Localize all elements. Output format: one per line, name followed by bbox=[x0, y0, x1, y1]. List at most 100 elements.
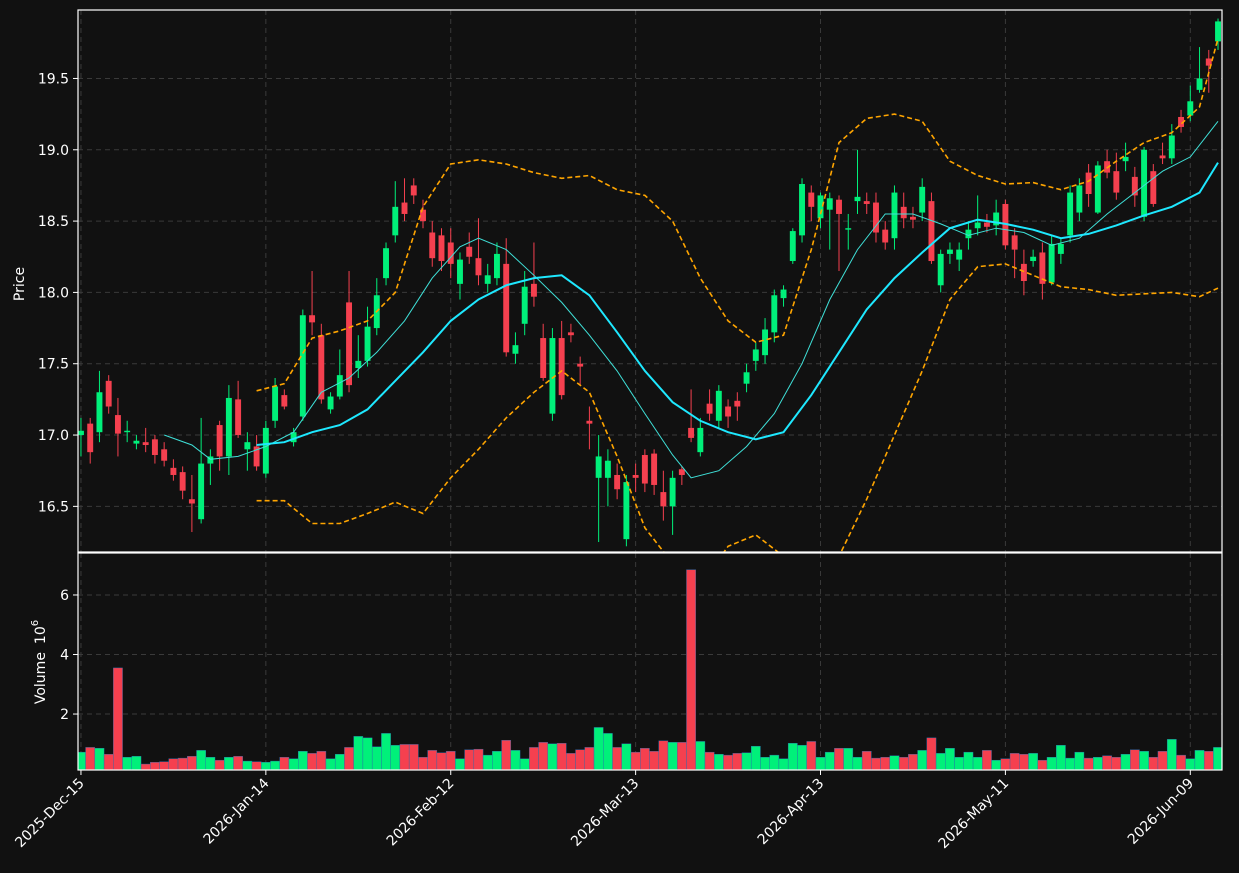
candle-body bbox=[1057, 243, 1064, 254]
volume-bar bbox=[371, 746, 382, 770]
candle-body bbox=[392, 206, 399, 236]
volume-bar bbox=[1176, 754, 1186, 770]
volume-bar bbox=[834, 748, 844, 770]
y-tick-label: 16.5 bbox=[38, 499, 69, 515]
volume-bar bbox=[131, 756, 142, 770]
volume-bar bbox=[1046, 757, 1057, 770]
candle-body bbox=[567, 332, 574, 336]
volume-bar bbox=[1148, 757, 1159, 770]
volume-bar bbox=[1056, 745, 1066, 770]
volume-bar bbox=[1185, 758, 1196, 770]
volume-bar bbox=[972, 757, 983, 770]
candle-body bbox=[1150, 171, 1157, 204]
volume-bar bbox=[566, 753, 576, 770]
y-tick-label: 19.0 bbox=[38, 143, 69, 159]
candle-body bbox=[290, 432, 297, 443]
candle-body bbox=[1039, 252, 1046, 284]
candle-body bbox=[346, 302, 353, 386]
candle-body bbox=[549, 338, 556, 414]
candle-body bbox=[244, 442, 251, 450]
volume-bar bbox=[1139, 751, 1149, 770]
candle-body bbox=[1048, 243, 1055, 283]
candle-body bbox=[1168, 135, 1175, 159]
volume-bar bbox=[418, 757, 428, 770]
volume-bar bbox=[1203, 751, 1214, 770]
volume-bar bbox=[658, 740, 669, 770]
candle-body bbox=[484, 275, 491, 284]
volume-bar bbox=[362, 737, 373, 770]
candle-body bbox=[299, 315, 306, 417]
price-frame bbox=[77, 9, 1223, 553]
candle-body bbox=[863, 201, 870, 204]
volume-bar bbox=[815, 757, 826, 770]
candle-body bbox=[457, 259, 463, 284]
candle-body bbox=[734, 400, 741, 407]
volume-bar bbox=[945, 748, 955, 770]
volume-bar bbox=[732, 753, 743, 770]
volume-bar bbox=[686, 569, 696, 770]
volume-bar bbox=[288, 758, 299, 770]
volume-bar bbox=[1074, 751, 1085, 770]
candle-body bbox=[124, 430, 131, 433]
candle-body bbox=[882, 229, 889, 243]
candle-body bbox=[826, 198, 833, 210]
overlay-line bbox=[256, 263, 1219, 552]
candle-body bbox=[1011, 235, 1018, 250]
candle-body bbox=[198, 463, 205, 520]
volume-bar bbox=[640, 748, 650, 770]
candle-body bbox=[420, 209, 426, 222]
volume-bar bbox=[473, 748, 484, 770]
candle-body bbox=[669, 477, 676, 507]
volume-bar bbox=[584, 747, 595, 770]
volume-bar bbox=[1000, 758, 1011, 770]
volume-bar bbox=[797, 745, 807, 770]
volume-bar bbox=[667, 742, 678, 770]
candle-body bbox=[429, 232, 436, 259]
volume-bar bbox=[85, 747, 96, 770]
candle-body bbox=[1215, 21, 1221, 42]
y-tick-label: 6 bbox=[60, 588, 69, 604]
candle-body bbox=[1159, 155, 1166, 159]
candle-body bbox=[586, 420, 593, 424]
volume-bar bbox=[140, 763, 151, 770]
volume-bar bbox=[852, 757, 863, 770]
candle-body bbox=[836, 199, 842, 214]
candle-body bbox=[910, 216, 916, 220]
candle-body bbox=[697, 427, 704, 453]
candle-body bbox=[789, 231, 796, 262]
candle-body bbox=[105, 380, 112, 407]
volume-scale-base: 10 bbox=[33, 626, 49, 644]
volume-bar bbox=[261, 762, 271, 770]
volume-bar bbox=[806, 741, 817, 770]
candle-body bbox=[133, 440, 140, 444]
candle-body bbox=[235, 399, 242, 436]
volume-bar bbox=[926, 737, 937, 770]
volume-bar bbox=[982, 750, 992, 770]
volume-bar bbox=[251, 761, 262, 770]
candle-body bbox=[161, 449, 168, 461]
candle-body bbox=[188, 499, 195, 504]
volume-bar bbox=[298, 751, 308, 770]
volume-bar bbox=[621, 743, 632, 770]
volume-bar bbox=[908, 754, 918, 770]
volume-bar bbox=[760, 757, 770, 770]
volume-bar bbox=[205, 757, 216, 770]
volume-bar bbox=[750, 745, 761, 770]
volume-bar bbox=[529, 747, 539, 770]
candle-body bbox=[216, 425, 223, 457]
grid bbox=[78, 10, 1222, 770]
volume-bar bbox=[168, 758, 179, 770]
volume-bar bbox=[889, 755, 900, 770]
candle-body bbox=[771, 295, 778, 333]
volume-bar bbox=[1166, 739, 1177, 770]
volume-bar bbox=[695, 741, 706, 770]
candle-body bbox=[1196, 78, 1203, 90]
candle-body bbox=[87, 423, 94, 453]
candle-body bbox=[808, 192, 815, 207]
candle-body bbox=[151, 439, 158, 456]
candle-body bbox=[281, 395, 288, 407]
volume-bar bbox=[242, 760, 253, 770]
volume-bar bbox=[677, 742, 687, 770]
volume-bar bbox=[381, 733, 391, 770]
